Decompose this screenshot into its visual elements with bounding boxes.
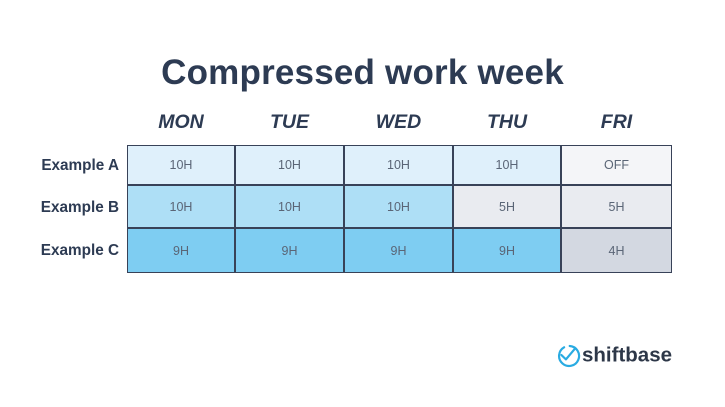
- svg-text:shiftbase: shiftbase: [582, 344, 672, 367]
